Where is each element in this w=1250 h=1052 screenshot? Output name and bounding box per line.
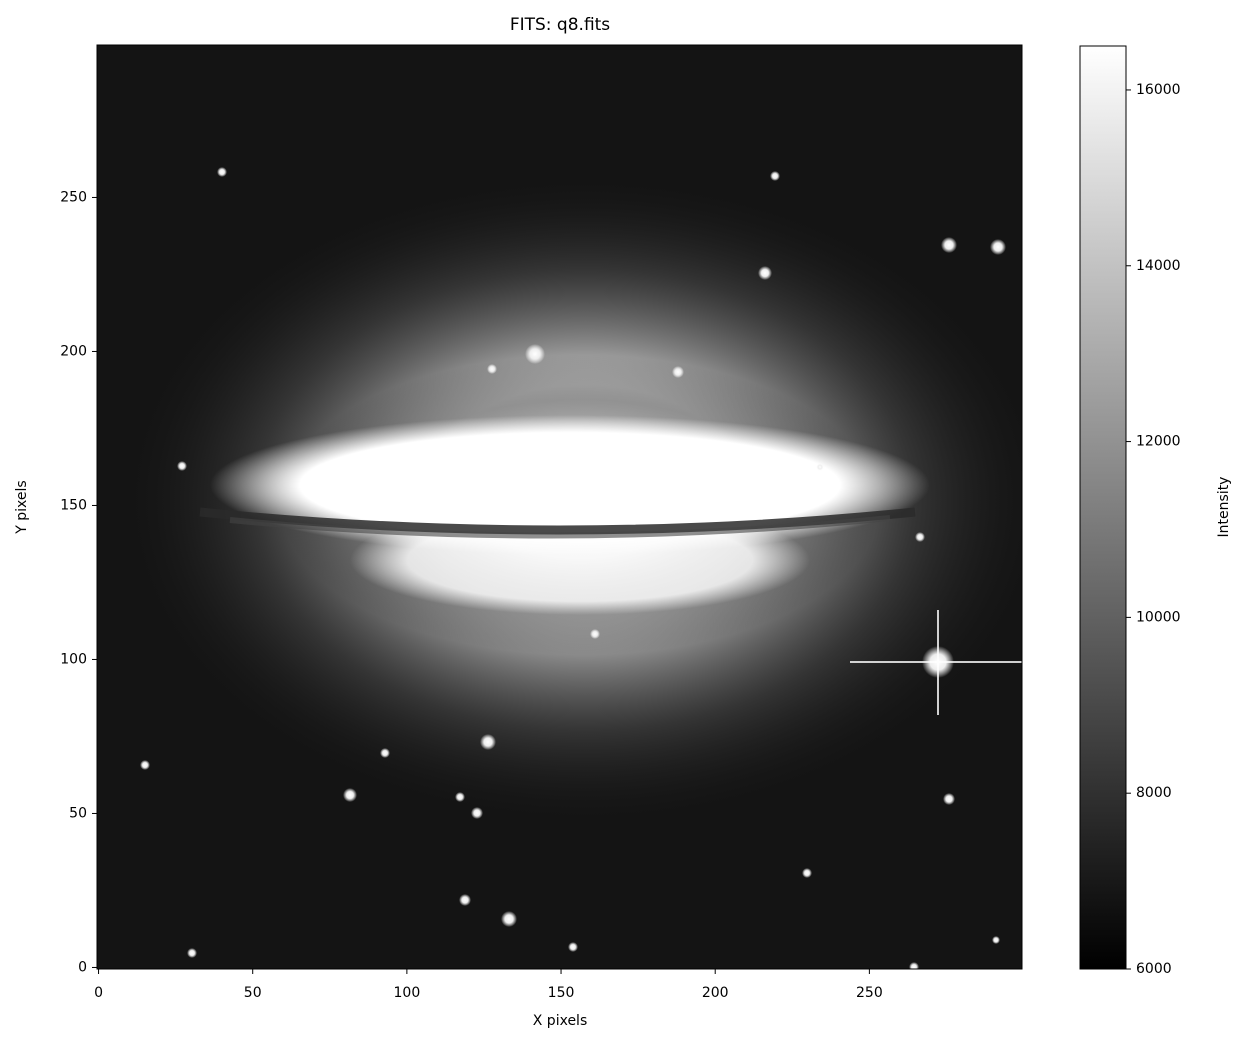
- colorbar-tick-label: 12000: [1136, 434, 1181, 450]
- colorbar: [1079, 45, 1127, 970]
- x-tick-label: 200: [702, 985, 729, 1001]
- colorbar-tick-label: 14000: [1136, 258, 1181, 274]
- y-tick-label: 100: [60, 651, 87, 667]
- x-tick-label: 100: [394, 985, 421, 1001]
- y-tick-label: 200: [60, 343, 87, 359]
- y-tick-label: 150: [60, 497, 87, 513]
- x-axis-label: X pixels: [533, 1013, 587, 1029]
- x-tick-label: 150: [548, 985, 575, 1001]
- colorbar-tick-label: 8000: [1136, 785, 1172, 801]
- y-tick-label: 250: [60, 189, 87, 205]
- colorbar-tick-label: 6000: [1136, 961, 1172, 977]
- colorbar-label: Intensity: [1216, 477, 1232, 538]
- x-tick-label: 250: [856, 985, 883, 1001]
- image: [97, 45, 1022, 969]
- chart-title: FITS: q8.fits: [510, 15, 610, 35]
- colorbar-tick-label: 10000: [1136, 609, 1181, 625]
- x-tick-label: 50: [244, 985, 262, 1001]
- colorbar-tick-label: 16000: [1136, 82, 1181, 98]
- y-tick-label: 0: [78, 959, 87, 975]
- y-tick-label: 50: [69, 805, 87, 821]
- plot-frame: [96, 44, 1023, 970]
- y-axis-label: Y pixels: [14, 480, 30, 534]
- x-tick-label: 0: [94, 985, 103, 1001]
